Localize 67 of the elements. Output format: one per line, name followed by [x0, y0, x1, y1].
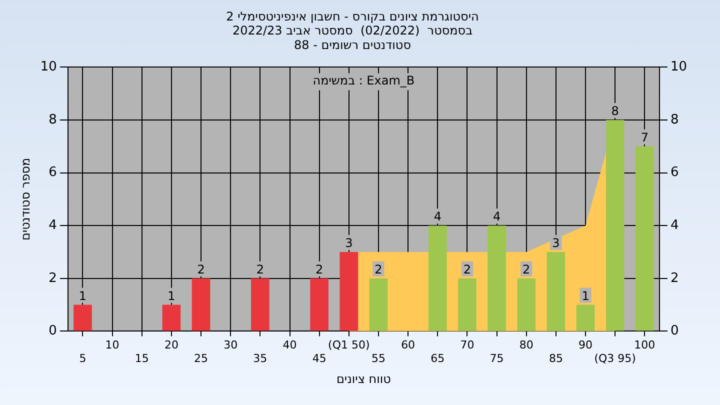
- bar: [576, 304, 595, 331]
- y-tick-label: 2: [48, 270, 57, 286]
- annotation: במשימה : Exam_B: [312, 73, 415, 88]
- x-tick-label: 60: [401, 338, 416, 352]
- data-label: 2: [256, 262, 264, 277]
- x-tick-label: 30: [224, 338, 238, 352]
- data-label: 2: [522, 262, 530, 277]
- x-tick-label: 85: [548, 352, 563, 365]
- y-tick-label: 0: [48, 324, 57, 339]
- y-tick-label: 4: [48, 218, 57, 233]
- x-tick-label: 15: [134, 352, 149, 365]
- x-tick-label: 80: [519, 338, 534, 352]
- x-tick-label: 25: [194, 352, 208, 365]
- bar: [192, 278, 210, 331]
- bar: [488, 226, 506, 331]
- bar: [428, 226, 447, 331]
- bar: [74, 304, 92, 331]
- data-label: 7: [640, 130, 648, 145]
- bar: [636, 146, 654, 331]
- data-label: 1: [582, 288, 590, 303]
- bar: [162, 304, 181, 331]
- bar: [458, 278, 476, 331]
- data-label: 1: [78, 288, 87, 303]
- y2-tick-label: 8: [670, 112, 679, 128]
- x-tick-label: 45: [312, 352, 326, 365]
- chart-title: היסטוגרמת ציונים בקורס - חשבון אינפיניטסימלי 2: [226, 9, 479, 24]
- y-axis-title: מספר סטודנטים: [18, 158, 32, 241]
- data-label: 2: [316, 262, 324, 277]
- data-label: 4: [434, 210, 442, 224]
- y2-tick-label: 0: [670, 324, 679, 339]
- x-tick-label: (Q1 50): [328, 338, 370, 352]
- x-tick-label: 100: [634, 338, 656, 352]
- x-tick-label: 75: [490, 352, 504, 365]
- bar: [517, 278, 536, 331]
- x-axis-title: טווח ציונים: [336, 372, 392, 386]
- x-tick-label: 70: [460, 338, 474, 352]
- y-tick-label: 10: [40, 60, 57, 75]
- x-tick-label: 40: [282, 338, 297, 352]
- bar: [369, 278, 388, 331]
- x-tick-label: 35: [253, 352, 268, 365]
- bar: [606, 120, 624, 331]
- data-label: 3: [552, 236, 560, 250]
- data-label: 8: [611, 104, 619, 118]
- x-tick-label: 20: [164, 338, 178, 352]
- y2-tick-label: 4: [670, 218, 679, 233]
- bar: [340, 252, 358, 331]
- y2-tick-label: 2: [670, 270, 679, 286]
- data-label: 2: [374, 262, 382, 277]
- bar: [251, 278, 270, 331]
- y-tick-label: 8: [48, 112, 57, 128]
- y2-tick-label: 10: [670, 60, 688, 75]
- data-label: 2: [463, 262, 472, 277]
- data-label: 1: [168, 288, 176, 303]
- y-tick-label: 6: [48, 165, 57, 180]
- y2-tick-label: 6: [670, 165, 679, 180]
- chart-subtitle: בסמסטר (02/2022) סמסטר אביב 2022/23 סטודנטים רשומים - 88: [232, 24, 473, 52]
- bar: [310, 278, 329, 331]
- data-label: 4: [492, 210, 501, 224]
- x-tick-label: 55: [371, 352, 386, 365]
- data-label: 3: [345, 236, 353, 250]
- bar: [546, 252, 566, 331]
- x-tick-label: 10: [105, 338, 120, 352]
- x-tick-label: 65: [430, 352, 445, 365]
- data-label: 2: [197, 262, 205, 277]
- x-tick-label: 5: [79, 352, 86, 365]
- x-tick-label: 90: [578, 338, 593, 352]
- x-tick-label: (Q3 95): [594, 352, 636, 365]
